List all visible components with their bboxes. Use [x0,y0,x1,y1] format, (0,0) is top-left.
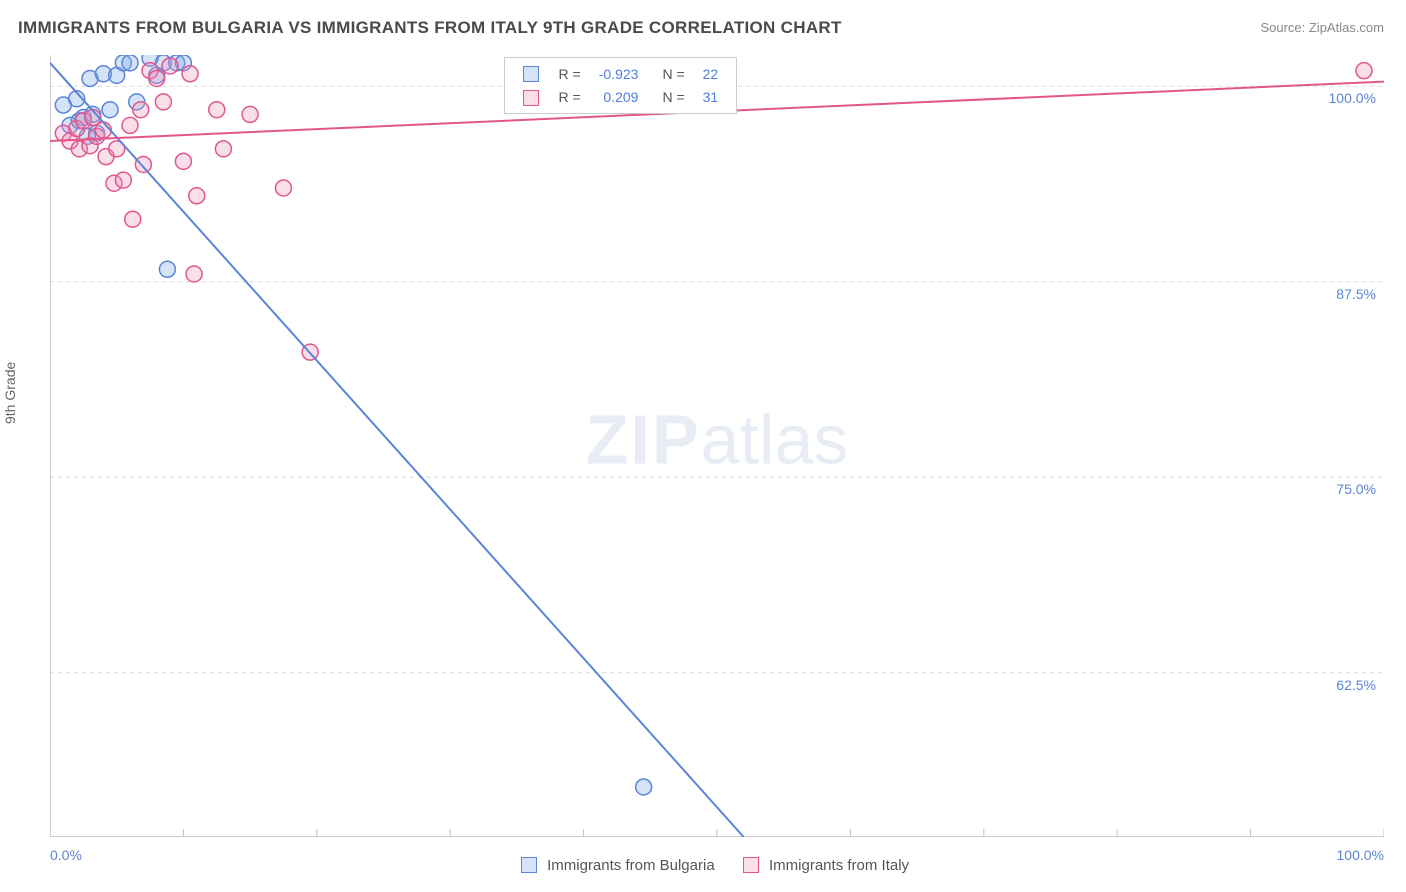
source-attribution: Source: ZipAtlas.com [1260,20,1384,35]
y-tick-label: 100.0% [1329,90,1376,106]
stats-legend: R = -0.923 N = 22 R = 0.209 N = 31 [504,57,738,114]
y-tick-label: 75.0% [1336,481,1376,497]
source-link[interactable]: ZipAtlas.com [1309,20,1384,35]
legend-swatch-italy [743,857,759,873]
y-axis-label: 9th Grade [2,362,18,424]
legend-bottom: Immigrants from Bulgaria Immigrants from… [0,857,1406,874]
y-tick-label: 62.5% [1336,677,1376,693]
y-tick-label: 87.5% [1336,286,1376,302]
legend-label-bulgaria: Immigrants from Bulgaria [547,857,715,874]
source-prefix: Source: [1260,20,1308,35]
legend-label-italy: Immigrants from Italy [769,857,909,874]
legend-swatch-bulgaria [521,857,537,873]
plot-area: ZIPatlas R = -0.923 N = 22 R = 0.209 N =… [50,55,1384,837]
chart-title: IMMIGRANTS FROM BULGARIA VS IMMIGRANTS F… [18,18,842,38]
chart-svg [50,55,1384,837]
